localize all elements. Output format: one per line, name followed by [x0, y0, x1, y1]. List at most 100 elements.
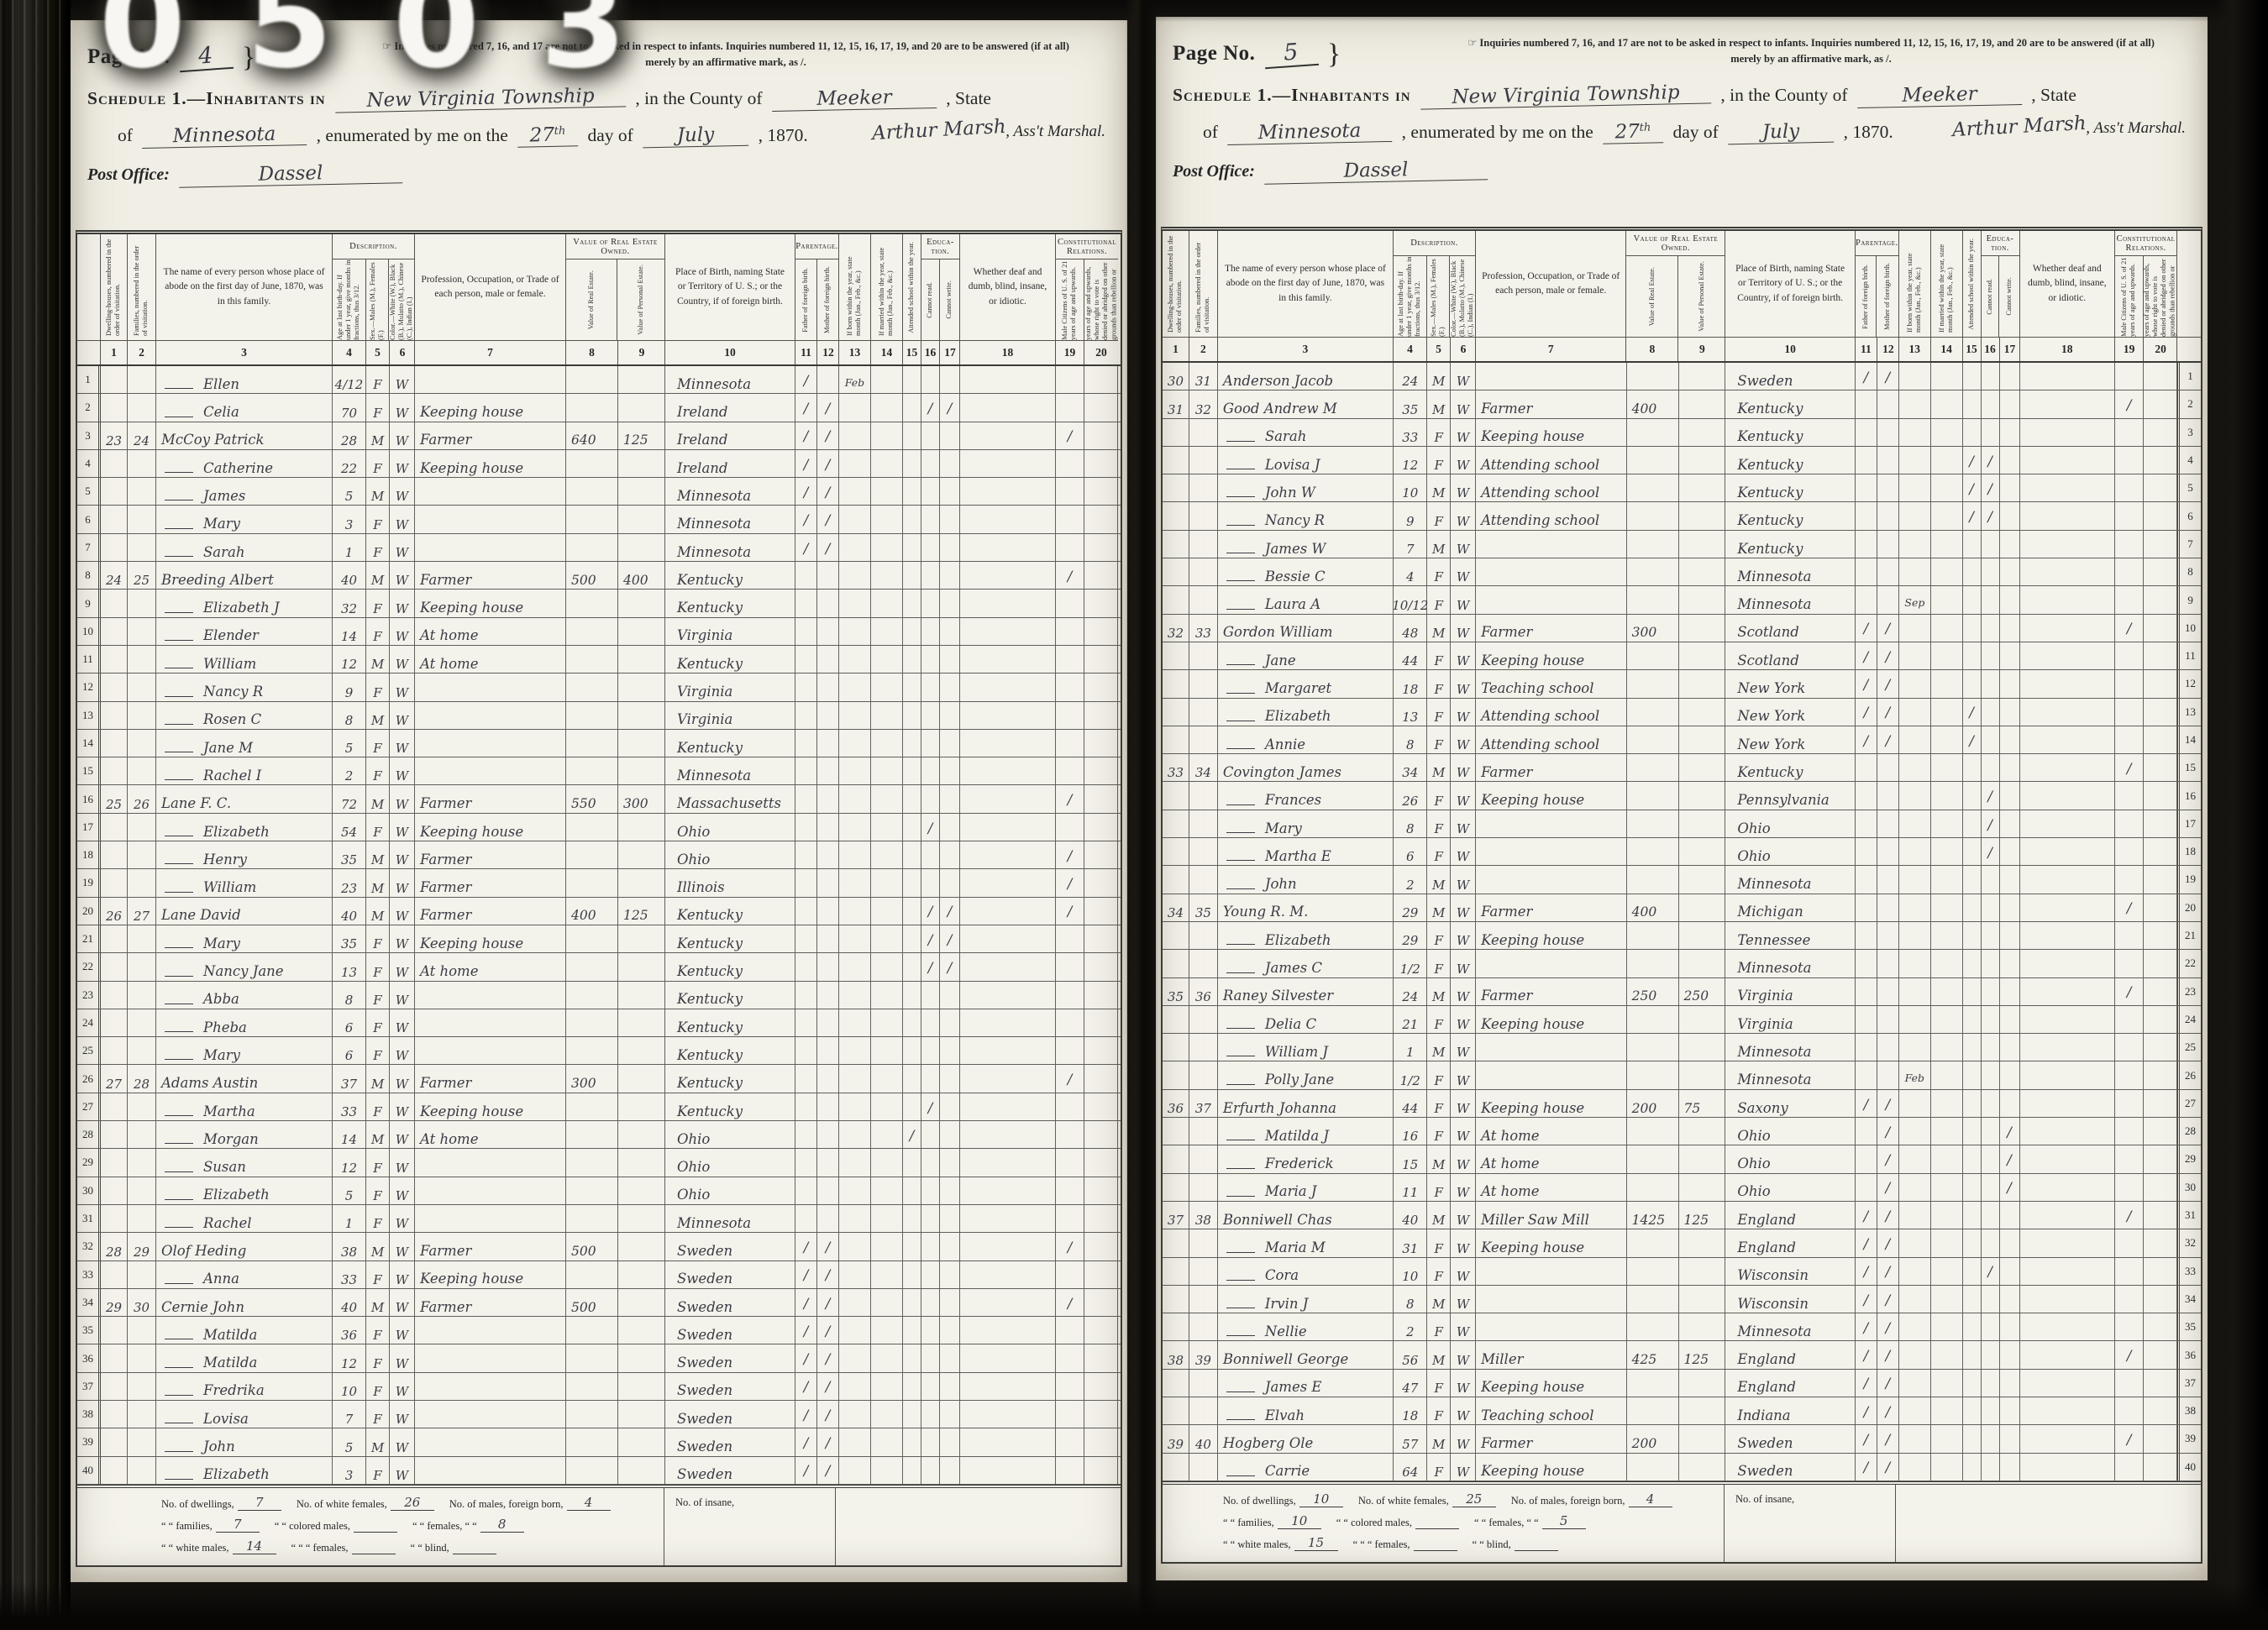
- cell-attended_school: [903, 1093, 921, 1121]
- cell-mother_foreign: [1877, 418, 1899, 446]
- census-row-40: 40 Elizabeth 3 F W Sweden / /: [77, 1456, 1121, 1485]
- cell-cannot_write: [940, 1204, 960, 1233]
- cell-attended_school: /: [903, 1121, 921, 1149]
- cell-sex: F: [366, 617, 390, 645]
- census-row-30: Maria J 11 F W At home Ohio //30: [1163, 1173, 2201, 1202]
- cell-real_estate: [566, 394, 618, 422]
- cell-cannot_write: [940, 1344, 960, 1372]
- cell-birth_month: [839, 1233, 871, 1260]
- cell-name: Maria M: [1218, 1229, 1394, 1257]
- column-label-8: Value of Real Estate.: [1626, 256, 1678, 337]
- summary-value: [1415, 1528, 1459, 1529]
- cell-sex: M: [1427, 390, 1452, 418]
- cell-mother_foreign: [817, 925, 839, 953]
- cell-sex: F: [1427, 782, 1452, 810]
- cell-married_month: [871, 1288, 903, 1317]
- column-label-13: If born within the year, state month (Ja…: [846, 256, 863, 336]
- cell-personal_estate: [1679, 782, 1726, 810]
- cell-occupation: Keeping house: [1476, 1089, 1627, 1118]
- census-row-24: 24 Pheba 6 F W Kentucky: [77, 1009, 1121, 1038]
- cell-dwelling: [1163, 642, 1189, 670]
- cell-sex: F: [366, 757, 390, 785]
- cell-occupation: [1476, 1313, 1627, 1341]
- cell-male_citizen_21: [1056, 478, 1084, 506]
- column-label-10: Place of Birth, naming State or Territor…: [1735, 264, 1845, 303]
- cell-name: James C: [1218, 950, 1394, 977]
- cell-cannot_read: [921, 1121, 940, 1149]
- cell-father_foreign: /: [795, 506, 817, 533]
- cell-dwelling: [101, 925, 128, 953]
- summary-value: 15: [1294, 1536, 1338, 1551]
- cell-name: James: [156, 478, 333, 506]
- table-header: Dwelling-houses, numbered in the order o…: [77, 234, 1121, 366]
- cell-deaf_dumb: [960, 757, 1056, 785]
- cell-dwelling: [101, 1093, 128, 1121]
- census-row-26: Polly Jane 1/2 F W Minnesota Feb 26: [1163, 1061, 2201, 1090]
- cell-age: 44: [1394, 642, 1428, 670]
- cell-deaf_dumb: [960, 673, 1056, 701]
- cell-birthplace: Kentucky: [665, 645, 795, 673]
- cell-male_citizen_denied: [1084, 1260, 1118, 1288]
- cell-personal_estate: [618, 841, 665, 869]
- cell-birthplace: Ohio: [1725, 1145, 1856, 1173]
- cell-married_month: [871, 1121, 903, 1149]
- cell-male_citizen_denied: [1084, 1093, 1118, 1121]
- cell-occupation: Farmer: [1476, 390, 1627, 418]
- continuation-dash: [165, 500, 193, 501]
- cell-attended_school: /: [1963, 474, 1982, 502]
- cell-dwelling: [101, 981, 128, 1009]
- cell-married_month: [871, 897, 903, 925]
- cell-real_estate: [1627, 838, 1679, 866]
- cell-cannot_write: [2000, 446, 2020, 474]
- cell-father_foreign: [795, 562, 817, 590]
- cell-family: [1189, 1257, 1218, 1285]
- cell-male_citizen_21: [2115, 446, 2145, 474]
- cell-name: Jane M: [156, 729, 333, 757]
- cell-deaf_dumb: [960, 590, 1056, 617]
- day-entry: 27th: [517, 123, 579, 148]
- cell-birth_month: Sep: [1899, 586, 1931, 614]
- column-label-12: Mother of foreign birth.: [1883, 262, 1892, 330]
- cell-married_month: [1931, 977, 1963, 1005]
- cell-father_foreign: /: [1856, 698, 1877, 726]
- census-row-27: 36 37 Erfurth Johanna 44 F W Keeping house 200 7…: [1163, 1089, 2201, 1119]
- cell-sex: F: [366, 533, 390, 562]
- census-row-4: 4 Catherine 22 F W Keeping house Ireland / /: [77, 449, 1121, 479]
- census-table: Dwelling-houses, numbered in the order o…: [1161, 227, 2202, 1564]
- cell-male_citizen_21: /: [1056, 869, 1084, 897]
- cell-age: 2: [1394, 1313, 1428, 1341]
- cell-attended_school: [903, 562, 921, 590]
- cell-family: 26: [128, 785, 156, 813]
- cell-birthplace: Kentucky: [665, 1009, 795, 1037]
- cell-family: [1189, 418, 1218, 446]
- cell-dwelling: 35: [1163, 977, 1189, 1005]
- cell-real_estate: [566, 1121, 618, 1149]
- cell-birth_month: [839, 1428, 871, 1456]
- cell-real_estate: [566, 590, 618, 617]
- cell-mother_foreign: /: [817, 394, 839, 422]
- cell-color: W: [390, 394, 415, 422]
- cell-real_estate: [566, 757, 618, 785]
- cell-age: 6: [333, 1009, 366, 1037]
- cell-personal_estate: 125: [618, 897, 665, 925]
- column-header-15: Attended school within the year. 15: [1962, 231, 1982, 361]
- cell-occupation: Keeping house: [415, 813, 566, 841]
- marshal-name: Arthur Marsh: [1950, 112, 2087, 142]
- cell-color: W: [1451, 894, 1477, 921]
- cell-male_citizen_21: [2115, 642, 2145, 670]
- cell-attended_school: [903, 1204, 921, 1233]
- cell-cannot_read: [921, 506, 940, 533]
- cell-name: McCoy Patrick: [156, 422, 333, 449]
- column-number-6: 6: [1460, 343, 1467, 355]
- cell-mother_foreign: [1877, 810, 1899, 838]
- cell-dwelling: [101, 617, 128, 645]
- cell-color: W: [390, 506, 415, 533]
- census-row-4: Lovisa J 12 F W Attending school Kentucky //4: [1163, 446, 2201, 475]
- cell-deaf_dumb: [960, 562, 1056, 590]
- cell-birth_month: [839, 897, 871, 925]
- cell-dwelling: 23: [101, 422, 128, 449]
- continuation-dash: [165, 723, 193, 725]
- cell-male_citizen_denied: [2144, 838, 2178, 866]
- cell-attended_school: [1963, 1285, 1982, 1313]
- cell-color: W: [1451, 698, 1477, 726]
